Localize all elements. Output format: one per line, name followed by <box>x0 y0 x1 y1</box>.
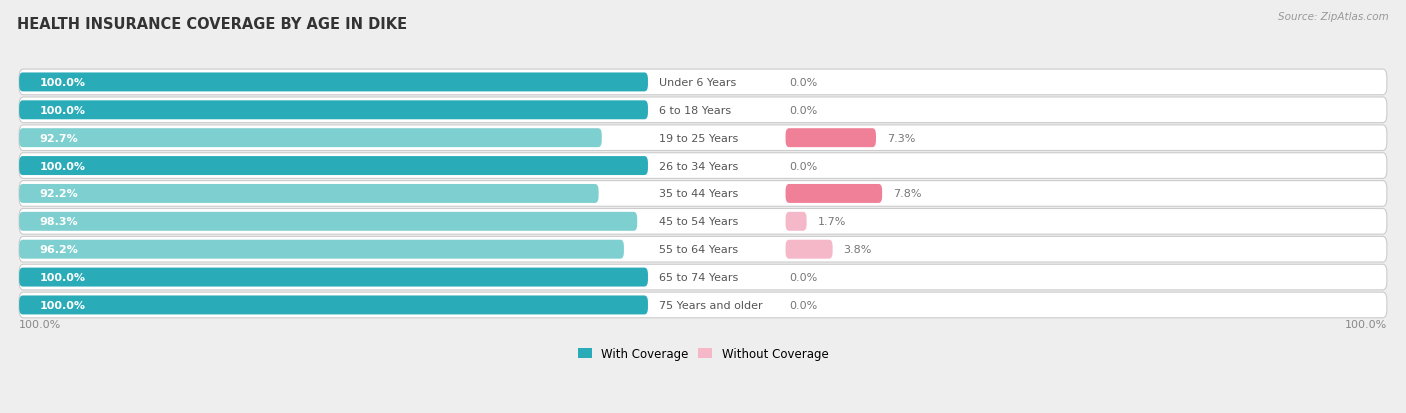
Text: 65 to 74 Years: 65 to 74 Years <box>659 273 738 282</box>
FancyBboxPatch shape <box>20 212 637 231</box>
Text: 0.0%: 0.0% <box>790 161 818 171</box>
FancyBboxPatch shape <box>20 98 1386 123</box>
Text: 100.0%: 100.0% <box>39 78 86 88</box>
FancyBboxPatch shape <box>786 240 832 259</box>
Text: 3.8%: 3.8% <box>844 244 872 254</box>
FancyBboxPatch shape <box>20 237 1386 262</box>
Text: 35 to 44 Years: 35 to 44 Years <box>659 189 738 199</box>
Text: 100.0%: 100.0% <box>20 320 62 330</box>
Text: Under 6 Years: Under 6 Years <box>659 78 737 88</box>
Text: 100.0%: 100.0% <box>39 300 86 310</box>
FancyBboxPatch shape <box>20 181 1386 207</box>
FancyBboxPatch shape <box>786 212 807 231</box>
Text: Source: ZipAtlas.com: Source: ZipAtlas.com <box>1278 12 1389 22</box>
FancyBboxPatch shape <box>786 185 882 204</box>
Text: 0.0%: 0.0% <box>790 78 818 88</box>
FancyBboxPatch shape <box>20 157 648 176</box>
FancyBboxPatch shape <box>20 129 602 148</box>
Text: 7.3%: 7.3% <box>887 133 915 143</box>
Text: 92.7%: 92.7% <box>39 133 79 143</box>
FancyBboxPatch shape <box>20 185 599 204</box>
FancyBboxPatch shape <box>20 292 1386 318</box>
Text: 100.0%: 100.0% <box>39 273 86 282</box>
Legend: With Coverage, Without Coverage: With Coverage, Without Coverage <box>572 342 834 365</box>
Text: 1.7%: 1.7% <box>818 217 846 227</box>
Text: 45 to 54 Years: 45 to 54 Years <box>659 217 738 227</box>
FancyBboxPatch shape <box>20 240 624 259</box>
Text: 100.0%: 100.0% <box>39 161 86 171</box>
Text: 100.0%: 100.0% <box>1344 320 1386 330</box>
FancyBboxPatch shape <box>20 209 1386 235</box>
Text: 7.8%: 7.8% <box>893 189 922 199</box>
Text: 26 to 34 Years: 26 to 34 Years <box>659 161 738 171</box>
Text: 19 to 25 Years: 19 to 25 Years <box>659 133 738 143</box>
FancyBboxPatch shape <box>20 126 1386 151</box>
Text: 92.2%: 92.2% <box>39 189 79 199</box>
FancyBboxPatch shape <box>20 296 648 315</box>
FancyBboxPatch shape <box>20 70 1386 95</box>
Text: HEALTH INSURANCE COVERAGE BY AGE IN DIKE: HEALTH INSURANCE COVERAGE BY AGE IN DIKE <box>17 17 406 31</box>
FancyBboxPatch shape <box>20 265 1386 290</box>
FancyBboxPatch shape <box>20 153 1386 179</box>
Text: 6 to 18 Years: 6 to 18 Years <box>659 106 731 116</box>
Text: 96.2%: 96.2% <box>39 244 79 254</box>
FancyBboxPatch shape <box>20 101 648 120</box>
FancyBboxPatch shape <box>20 268 648 287</box>
Text: 98.3%: 98.3% <box>39 217 79 227</box>
Text: 0.0%: 0.0% <box>790 106 818 116</box>
Text: 55 to 64 Years: 55 to 64 Years <box>659 244 738 254</box>
FancyBboxPatch shape <box>20 73 648 92</box>
Text: 100.0%: 100.0% <box>39 106 86 116</box>
FancyBboxPatch shape <box>786 129 876 148</box>
Text: 0.0%: 0.0% <box>790 300 818 310</box>
Text: 0.0%: 0.0% <box>790 273 818 282</box>
Text: 75 Years and older: 75 Years and older <box>659 300 762 310</box>
